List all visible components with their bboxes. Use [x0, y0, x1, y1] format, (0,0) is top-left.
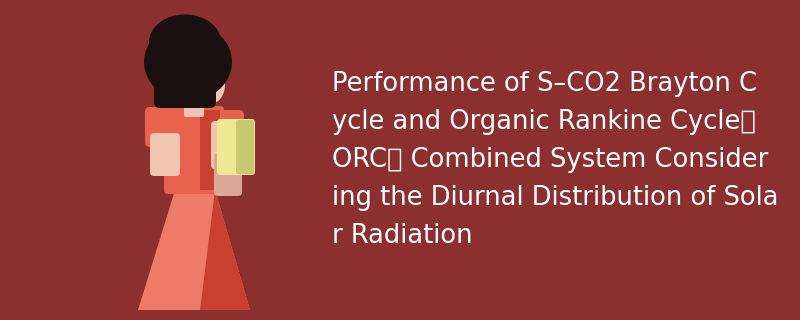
Ellipse shape — [144, 23, 232, 101]
FancyBboxPatch shape — [214, 153, 242, 196]
FancyBboxPatch shape — [150, 133, 180, 176]
Polygon shape — [138, 190, 250, 310]
Text: Performance of S–CO2 Brayton C
ycle and Organic Rankine Cycle（
ORC） Combined Sys: Performance of S–CO2 Brayton C ycle and … — [332, 71, 778, 249]
FancyBboxPatch shape — [184, 95, 204, 117]
FancyBboxPatch shape — [154, 51, 216, 108]
Ellipse shape — [195, 66, 225, 104]
Polygon shape — [200, 190, 250, 310]
FancyBboxPatch shape — [145, 107, 187, 147]
FancyBboxPatch shape — [164, 106, 224, 194]
FancyBboxPatch shape — [217, 119, 255, 175]
Ellipse shape — [149, 14, 221, 69]
FancyBboxPatch shape — [211, 121, 241, 169]
Polygon shape — [200, 110, 220, 190]
FancyBboxPatch shape — [236, 120, 254, 174]
FancyBboxPatch shape — [202, 110, 244, 150]
